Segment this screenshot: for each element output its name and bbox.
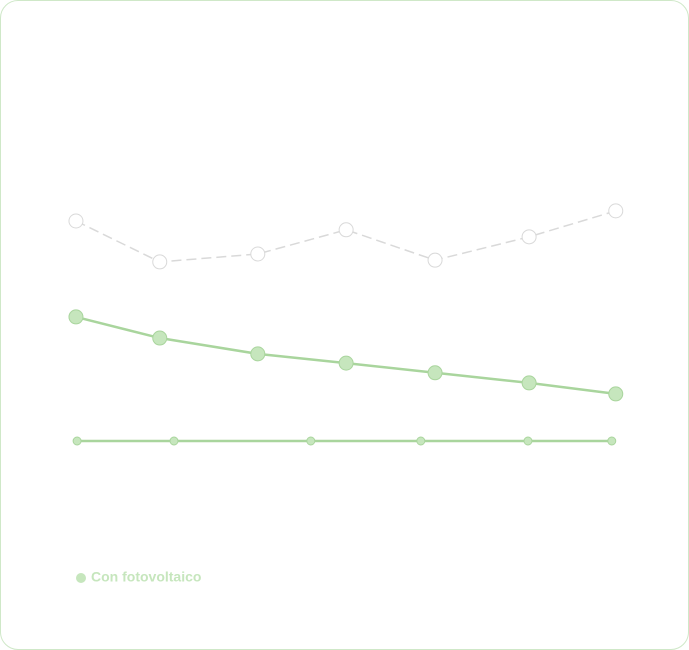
point — [68, 213, 84, 229]
point — [72, 436, 82, 446]
point — [427, 365, 443, 381]
point — [521, 375, 537, 391]
point — [306, 436, 316, 446]
legend-label: Con fotovoltaico — [91, 569, 201, 585]
point — [608, 386, 624, 402]
legend-marker — [76, 573, 86, 583]
point — [607, 436, 617, 446]
point — [521, 229, 537, 245]
point — [169, 436, 179, 446]
point — [152, 254, 168, 270]
point — [68, 309, 84, 325]
point — [338, 355, 354, 371]
point — [416, 436, 426, 446]
point — [523, 436, 533, 446]
point — [152, 330, 168, 346]
point — [608, 203, 624, 219]
point — [427, 252, 443, 268]
point — [250, 346, 266, 362]
point — [250, 246, 266, 262]
point — [338, 222, 354, 238]
